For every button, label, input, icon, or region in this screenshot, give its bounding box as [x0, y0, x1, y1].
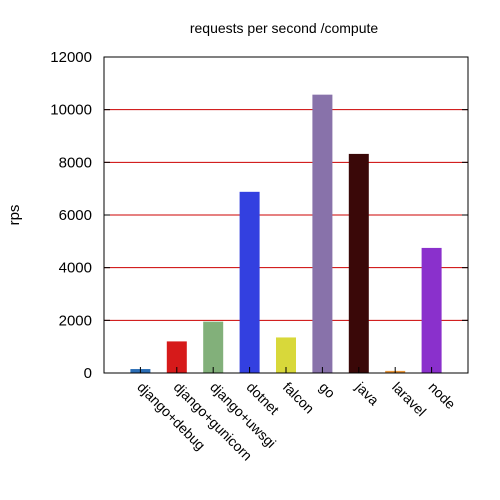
x-tick-labels: django+debugdjango+gunicorndjango+uwsgid… — [134, 378, 459, 464]
y-ticks: 0 2000 4000 6000 8000 10000 12000 — [50, 49, 468, 382]
y-tick-label: 0 — [84, 365, 92, 382]
y-tick-label: 6000 — [59, 207, 92, 224]
chart-title: requests per second /compute — [190, 20, 379, 36]
y-tick-label: 10000 — [50, 102, 92, 119]
y-tick-label: 4000 — [59, 260, 92, 277]
x-tick-label: falcon — [280, 379, 318, 417]
x-tick-label: java — [352, 378, 382, 408]
y-tick-label: 2000 — [59, 312, 92, 329]
bar-go — [312, 94, 333, 373]
x-tick-label: laravel — [389, 379, 429, 419]
bar-dotnet — [239, 191, 260, 373]
bar-django-gunicorn — [166, 341, 187, 373]
bar-node — [421, 247, 442, 373]
x-tick-label: node — [425, 379, 458, 412]
y-tick-label: 8000 — [59, 154, 92, 171]
x-tick-label: go — [316, 379, 338, 401]
bar-falcon — [276, 337, 296, 373]
bar-java — [348, 153, 369, 373]
y-axis-label: rps — [6, 205, 23, 226]
gridlines — [104, 109, 468, 321]
bar-django-uwsgi — [203, 321, 224, 373]
bars — [130, 94, 442, 373]
y-tick-label: 12000 — [50, 49, 92, 66]
